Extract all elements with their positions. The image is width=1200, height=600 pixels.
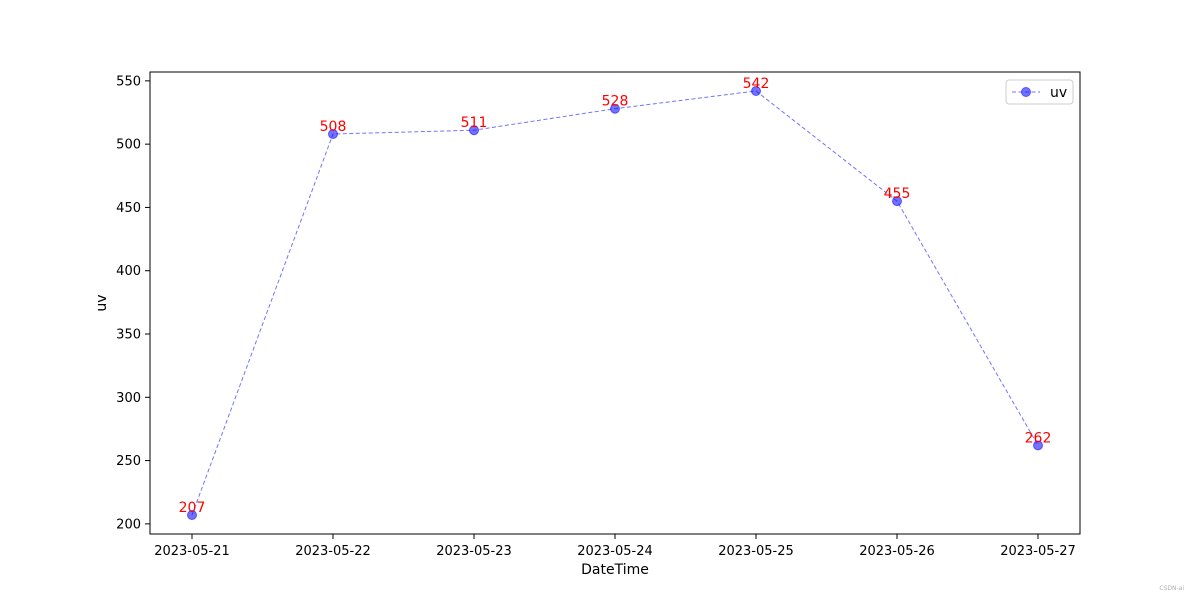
- y-tick-label: 200: [116, 517, 141, 532]
- x-tick-label: 2023-05-25: [718, 544, 794, 559]
- data-label: 455: [884, 186, 911, 202]
- data-point: [892, 196, 902, 207]
- data-point: [187, 510, 197, 521]
- data-point: [469, 125, 479, 136]
- data-point: [751, 85, 761, 96]
- x-axis-label: DateTime: [581, 562, 649, 578]
- legend-label: uv: [1050, 85, 1067, 101]
- y-tick-label: 250: [116, 454, 141, 469]
- y-tick-label: 350: [116, 328, 141, 343]
- data-label: 528: [602, 94, 629, 110]
- series-line-uv: [191, 90, 1039, 516]
- y-tick-label: 300: [116, 391, 141, 406]
- y-tick-label: 450: [116, 201, 141, 216]
- legend-marker: [1021, 87, 1031, 97]
- x-tick-label: 2023-05-22: [295, 544, 371, 559]
- data-point: [1033, 440, 1043, 451]
- data-label: 262: [1025, 430, 1052, 446]
- x-tick-label: 2023-05-27: [1000, 544, 1076, 559]
- data-point: [610, 103, 620, 114]
- data-label: 542: [743, 76, 770, 92]
- y-tick-label: 400: [116, 264, 141, 279]
- data-point: [328, 129, 338, 140]
- x-tick-label: 2023-05-23: [436, 544, 512, 559]
- x-tick-label: 2023-05-21: [154, 544, 230, 559]
- data-label: 207: [179, 500, 206, 516]
- data-label: 508: [320, 119, 347, 135]
- watermark: CSDN-ai: [1159, 585, 1184, 592]
- legend: uv: [1005, 79, 1074, 105]
- plot-frame: [149, 71, 1081, 535]
- data-label: 511: [461, 115, 488, 131]
- y-tick-label: 550: [116, 74, 141, 89]
- x-tick-label: 2023-05-24: [577, 544, 653, 559]
- y-axis-label: uv: [94, 294, 110, 311]
- y-tick-label: 500: [116, 138, 141, 153]
- x-tick-label: 2023-05-26: [859, 544, 935, 559]
